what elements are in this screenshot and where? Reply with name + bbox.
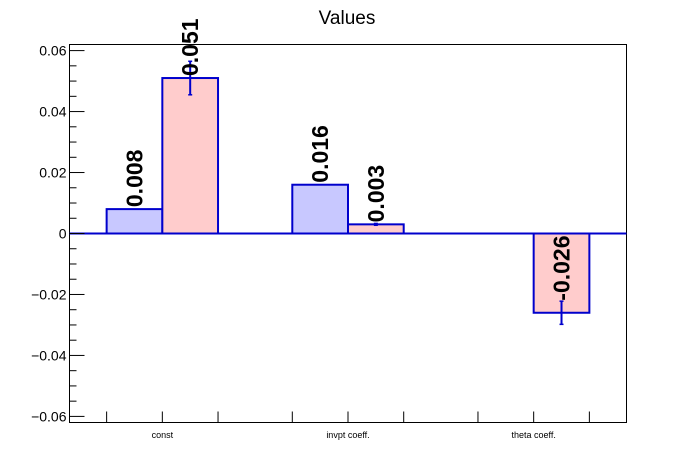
y-tick-label: 0 (59, 226, 67, 242)
bar-s2-const (161, 77, 220, 235)
x-category-label: invpt coeff. (326, 430, 369, 440)
bar-s1-invpt-coeff- (291, 183, 349, 235)
bar-s1-const (105, 208, 164, 235)
y-tick-label: −0.06 (31, 408, 67, 424)
data-label: 0.008 (121, 149, 147, 207)
y-tick-label: 0.06 (39, 43, 66, 59)
data-label: -0.026 (549, 236, 575, 301)
x-category-label: const (152, 430, 174, 440)
data-label: 0.003 (363, 165, 389, 223)
axes-layer: −0.06 −0.04 −0.02 0 0.02 0.04 0.06 const invpt c… (31, 43, 590, 440)
y-tick-label: 0.02 (39, 165, 66, 181)
data-label: 0.016 (307, 125, 333, 183)
y-tick-label: 0.04 (39, 104, 66, 120)
x-category-label: theta coeff. (511, 430, 555, 440)
y-tick-label: −0.02 (31, 286, 67, 302)
y-tick-label: −0.04 (31, 347, 67, 363)
bars-layer (69, 60, 627, 326)
chart-title: Values (319, 8, 376, 29)
data-labels-layer: 0.008 0.016 0.051 0.003 -0.026 (121, 18, 574, 300)
data-label: 0.051 (177, 18, 203, 76)
